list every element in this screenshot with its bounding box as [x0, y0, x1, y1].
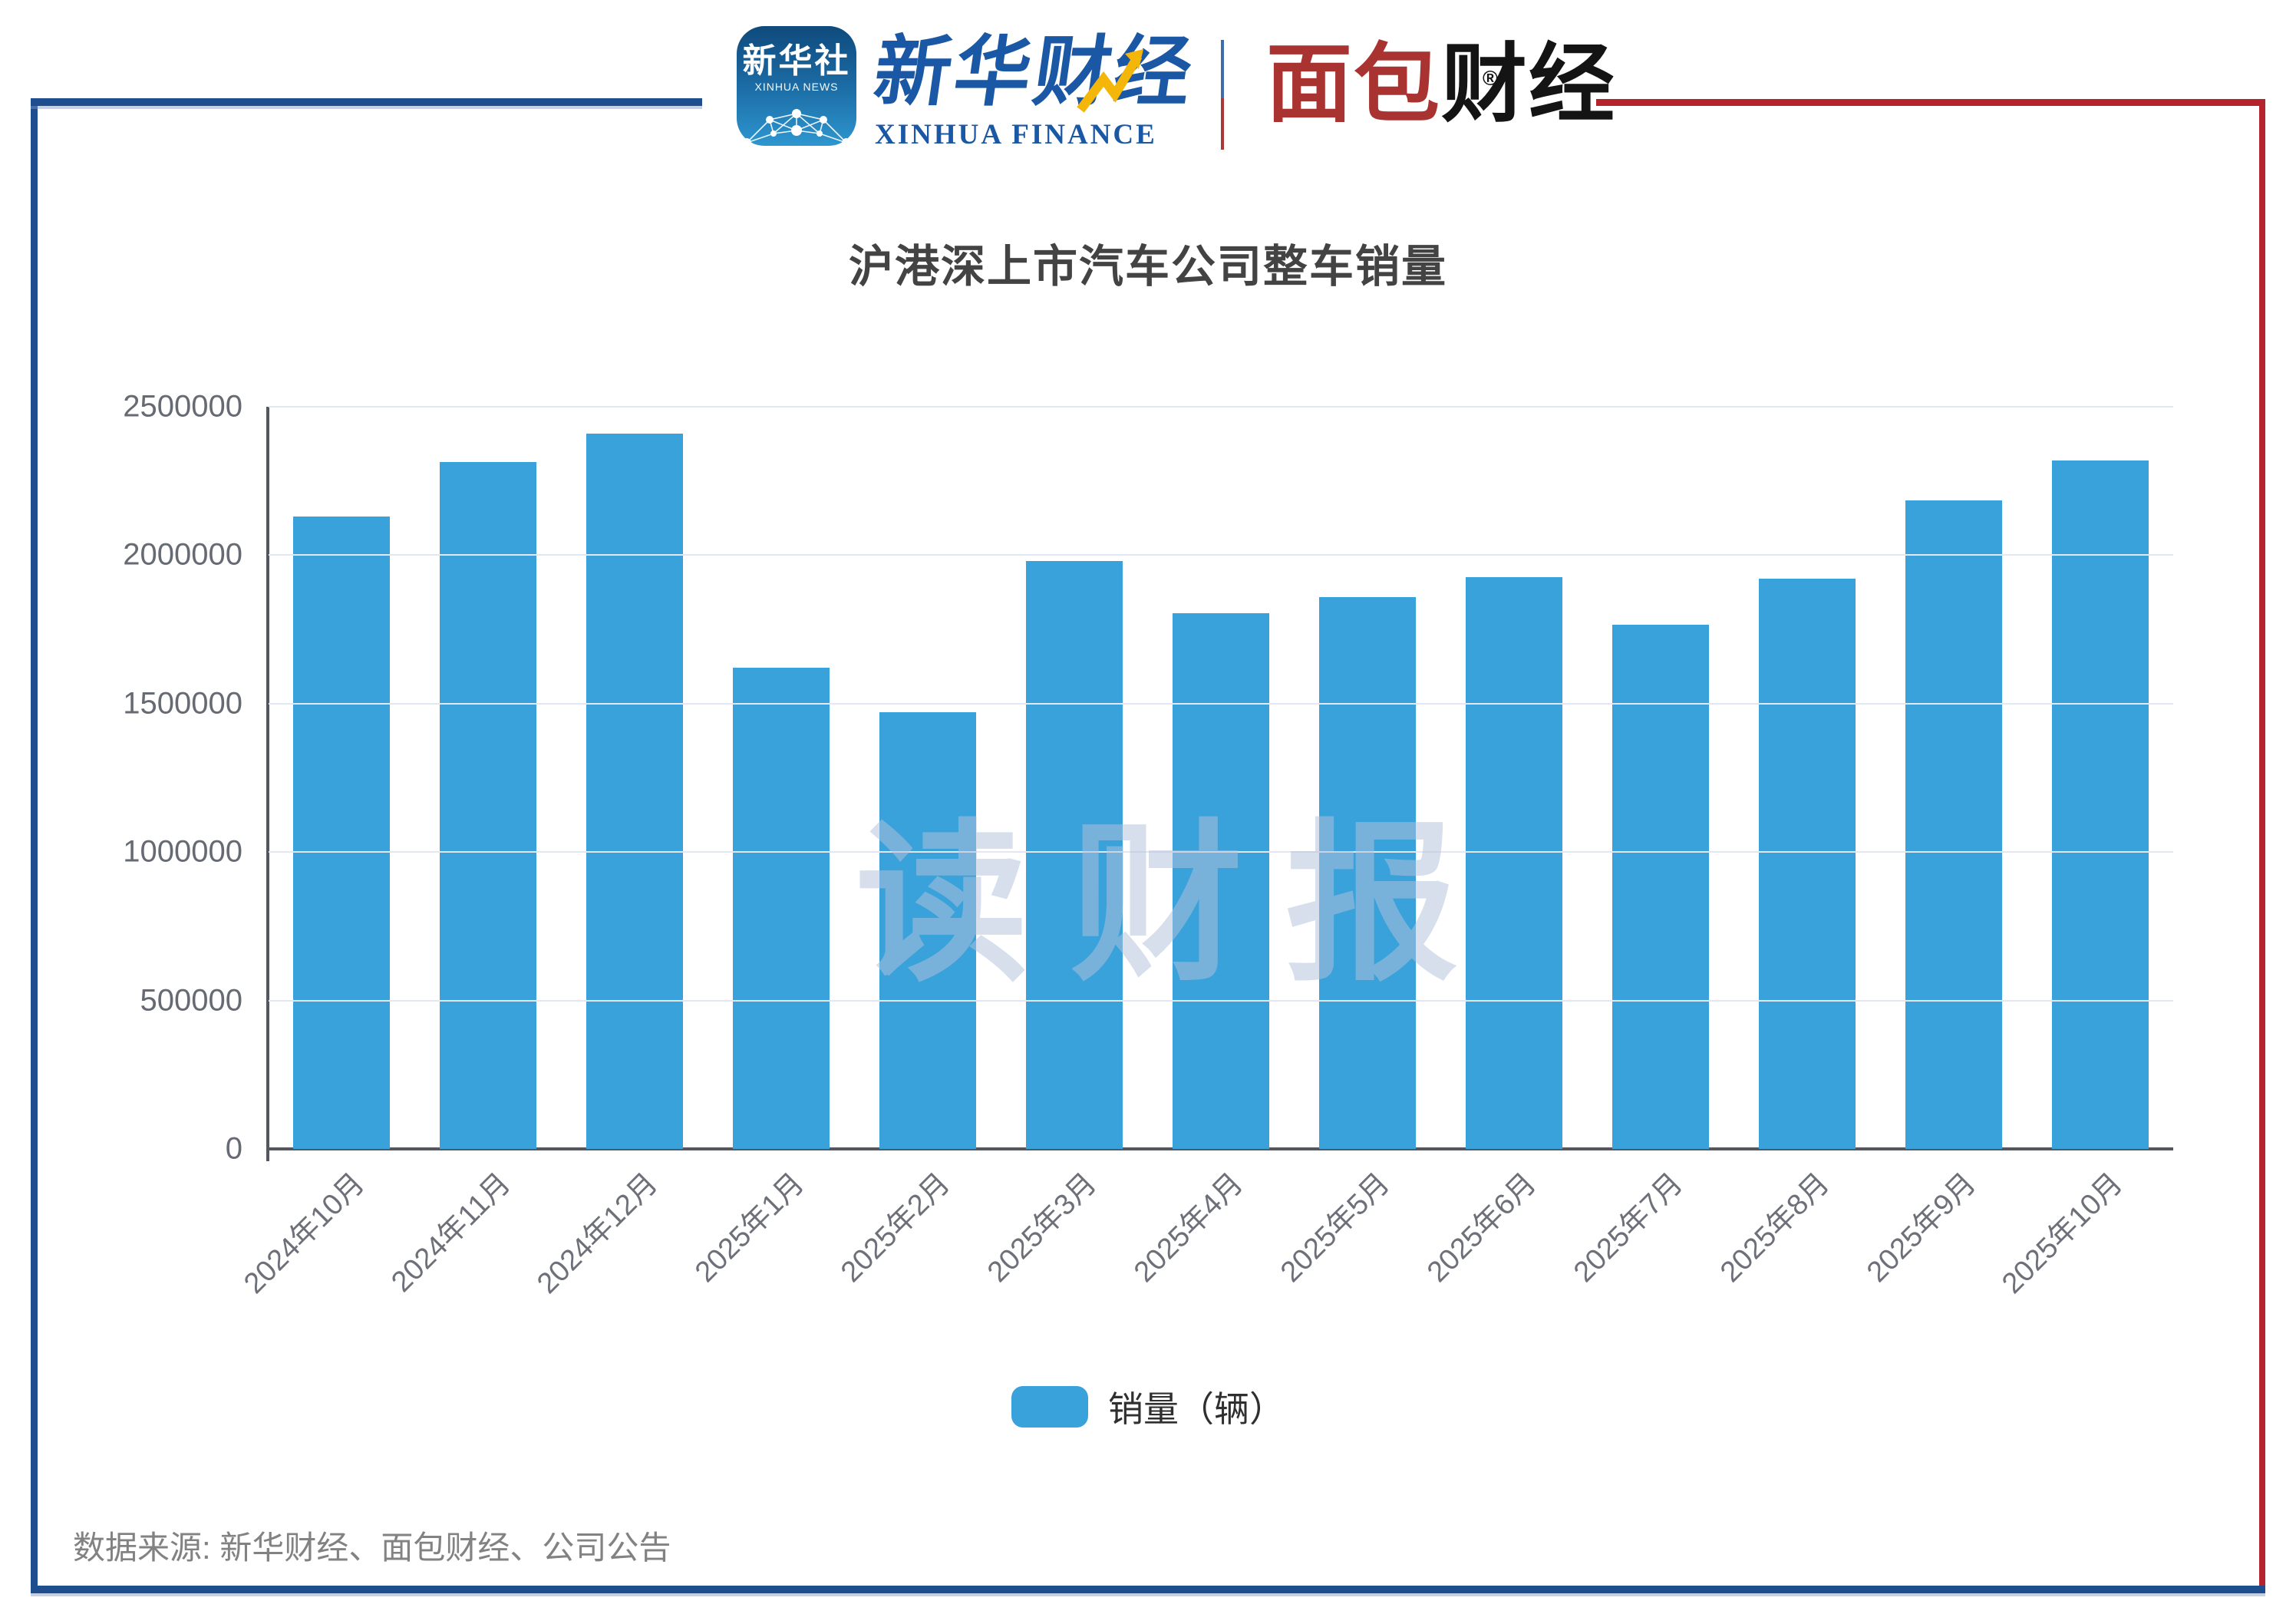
bar-6	[1026, 561, 1123, 1149]
bar-band-12: 2025年9月	[1861, 407, 2027, 1289]
bar-13	[2051, 460, 2149, 1149]
y-tick-label-2000000: 2000000	[123, 537, 242, 572]
bar-7	[1172, 612, 1269, 1149]
header-divider-top	[1221, 40, 1224, 98]
frame-border-top-red	[1596, 99, 2265, 106]
bar-10	[1611, 625, 1709, 1149]
xinhua-finance-logo-en: XINHUA FINANCE	[875, 119, 1157, 150]
x-tick-label-7: 2025年4月	[1128, 1167, 1250, 1289]
network-globe-icon	[742, 109, 851, 146]
y-axis-line	[266, 407, 269, 1161]
bar-11	[1758, 579, 1856, 1149]
gridline-1500000	[269, 702, 2173, 705]
bar-band-6: 2025年3月	[981, 407, 1148, 1289]
frame-border-bottom	[31, 1586, 2265, 1593]
x-tick-label-2: 2024年11月	[385, 1167, 517, 1299]
finance-arrow-icon	[1077, 49, 1143, 113]
frame-border-left	[31, 98, 38, 1593]
y-tick-label-500000: 500000	[140, 983, 242, 1018]
bar-band-2: 2024年11月	[386, 407, 562, 1299]
legend: 销量（辆）	[0, 1381, 2296, 1432]
xinhua-finance-logo: 新华财经 XINHUA FINANCE	[869, 29, 1200, 151]
mianbao-logo-black-part: 财经	[1441, 36, 1616, 132]
x-tick-label-3: 2024年12月	[530, 1167, 664, 1300]
bar-12	[1905, 500, 2002, 1149]
y-tick-label-1000000: 1000000	[123, 834, 242, 869]
x-tick-label-6: 2025年3月	[981, 1167, 1103, 1289]
x-tick-label-1: 2024年10月	[237, 1167, 371, 1300]
legend-swatch	[1011, 1386, 1088, 1428]
bar-band-11: 2025年8月	[1714, 407, 1880, 1289]
x-tick-label-4: 2025年1月	[688, 1167, 810, 1289]
bar-5	[879, 712, 977, 1149]
mianbao-finance-logo: 面包财经 ®	[1266, 38, 1616, 130]
bar-band-3: 2024年12月	[531, 407, 708, 1300]
bar-band-7: 2025年4月	[1128, 407, 1295, 1289]
legend-label: 销量（辆）	[1108, 1389, 1285, 1429]
registered-trademark-icon: ®	[1483, 67, 1499, 90]
gridline-1000000	[269, 851, 2173, 853]
x-tick-label-9: 2025年6月	[1421, 1167, 1543, 1289]
bar-band-13: 2025年10月	[1996, 407, 2173, 1300]
gridline-2500000	[269, 406, 2173, 408]
bar-8	[1318, 596, 1416, 1149]
header-divider-bottom	[1221, 98, 1224, 150]
x-tick-label-13: 2025年10月	[1995, 1167, 2129, 1300]
gridline-2000000	[269, 554, 2173, 556]
bar-series: 2024年10月 2024年11月 2024年12月 2025年1月 2025年2月 20…	[238, 407, 2173, 1300]
bar-band-5: 2025年2月	[835, 407, 1001, 1289]
y-tick-label-1500000: 1500000	[123, 686, 242, 721]
xinhua-news-logo-cn: 新华社	[742, 42, 851, 80]
header-divider	[1221, 40, 1224, 150]
chart-title: 沪港深上市汽车公司整车销量	[848, 242, 1447, 292]
x-tick-label-8: 2025年5月	[1275, 1167, 1397, 1289]
bar-band-10: 2025年7月	[1568, 407, 1734, 1289]
bar-3	[586, 433, 684, 1149]
x-tick-label-5: 2025年2月	[835, 1167, 957, 1289]
bar-band-8: 2025年5月	[1275, 407, 1440, 1289]
mianbao-logo-red-part: 面包	[1266, 36, 1441, 132]
x-tick-label-10: 2025年7月	[1568, 1167, 1690, 1289]
bar-2	[440, 461, 537, 1149]
y-tick-label-0: 0	[225, 1131, 242, 1166]
bar-band-9: 2025年6月	[1421, 407, 1587, 1289]
x-axis-line	[266, 1147, 2173, 1150]
x-tick-label-11: 2025年8月	[1714, 1167, 1836, 1289]
y-tick-label-2500000: 2500000	[123, 389, 242, 424]
xinhua-news-logo-icon: 新华社 XINHUA NEWS	[737, 26, 856, 146]
data-source-text: 数据来源: 新华财经、面包财经、公司公告	[73, 1530, 671, 1566]
bar-4	[733, 668, 830, 1149]
bar-band-1: 2024年10月	[238, 407, 415, 1300]
frame-border-right	[2259, 99, 2265, 1593]
gridline-500000	[269, 999, 2173, 1002]
frame-border-top-blue	[31, 98, 702, 106]
xinhua-news-logo-en: XINHUA NEWS	[754, 81, 839, 93]
x-tick-label-12: 2025年9月	[1860, 1167, 1983, 1289]
bar-9	[1465, 577, 1562, 1149]
bar-band-4: 2025年1月	[689, 407, 855, 1289]
bar-1	[293, 517, 391, 1149]
plot-area: 2024年10月 2024年11月 2024年12月 2025年1月 2025年2月 20…	[123, 390, 2173, 1300]
